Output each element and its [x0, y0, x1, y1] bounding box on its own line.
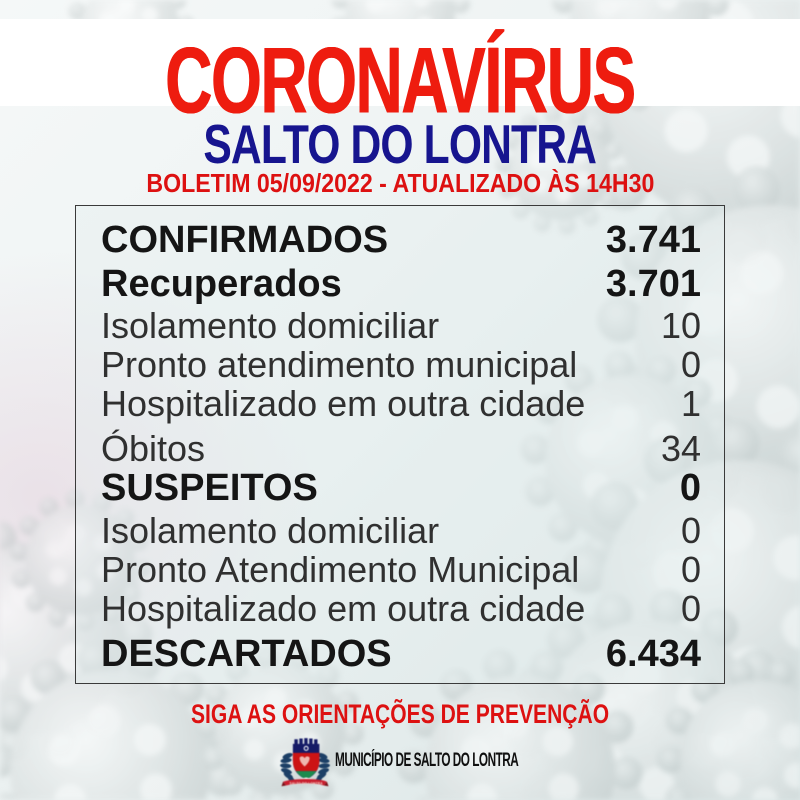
svg-text:SALTO DO LONTRA: SALTO DO LONTRA — [290, 781, 324, 785]
